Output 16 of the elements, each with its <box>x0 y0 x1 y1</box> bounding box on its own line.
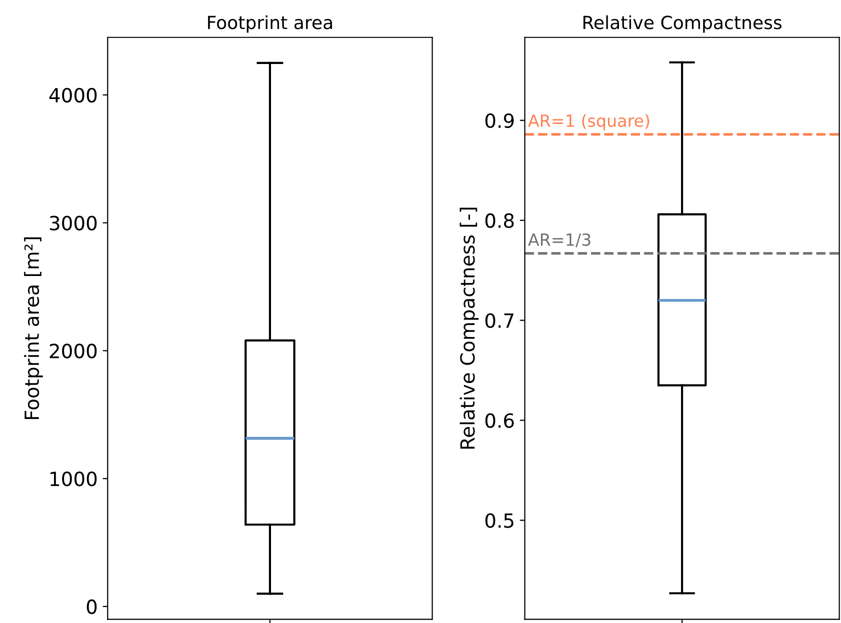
y-tick-label: 1000 <box>50 472 97 486</box>
y-tick-label: 0.7 <box>485 313 514 328</box>
y-axis-title: Footprint area [m²] <box>24 237 43 420</box>
ref-line-label: AR=1 (square) <box>528 114 650 130</box>
y-tick-label: 2000 <box>50 344 97 358</box>
y-tick-label: 0.6 <box>485 413 514 428</box>
y-axis-title: Relative Compactness [-] <box>460 208 479 449</box>
chart-title: Relative Compactness <box>583 15 782 33</box>
chart-title: Footprint area <box>208 15 332 33</box>
ref-line-label: AR=1/3 <box>528 233 590 248</box>
y-tick-label: 4000 <box>49 88 97 103</box>
y-tick-label: 3000 <box>50 216 97 230</box>
y-tick-label: 0.9 <box>485 113 514 128</box>
y-tick-label: 0 <box>86 599 97 614</box>
y-tick-label: 0.5 <box>485 513 514 528</box>
y-tick-label: 0.8 <box>485 213 514 228</box>
